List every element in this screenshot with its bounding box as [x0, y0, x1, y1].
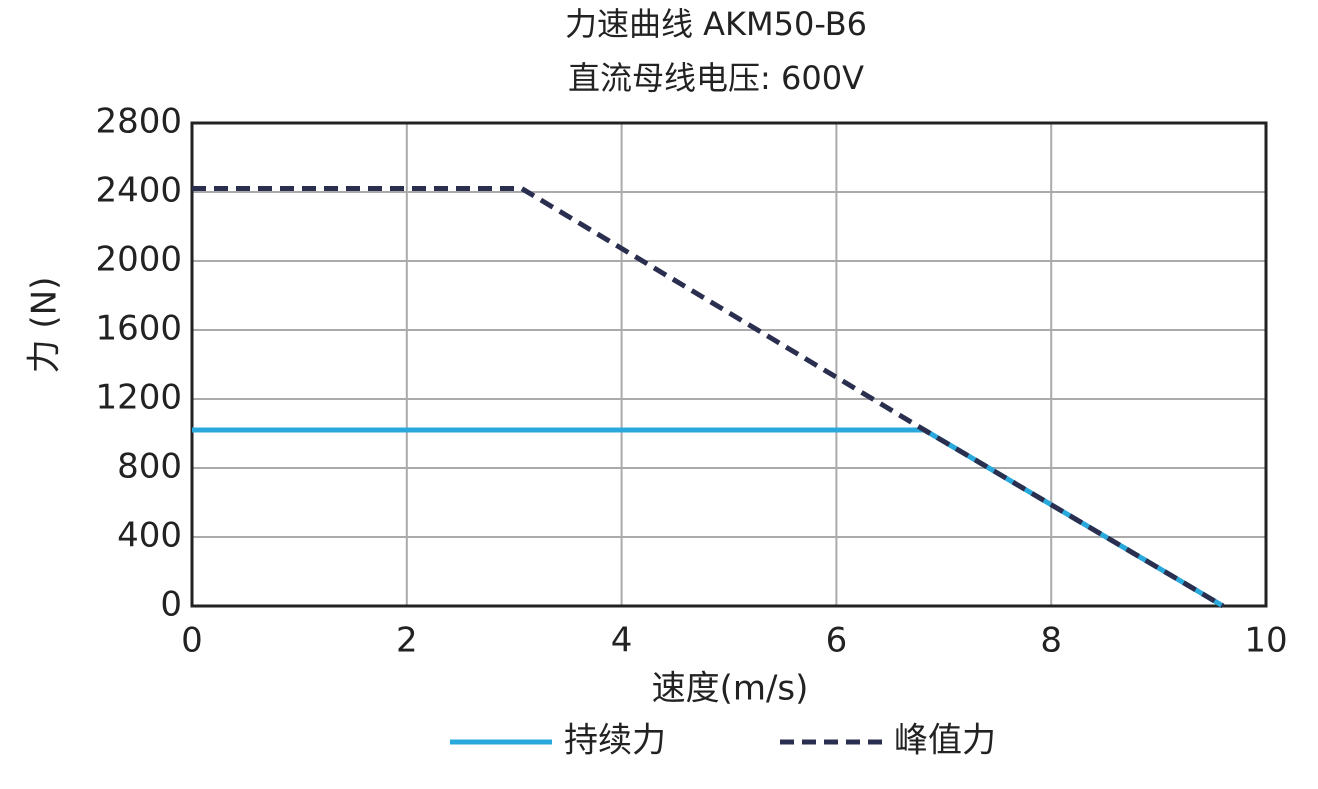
- y-tick-label: 400: [117, 516, 182, 556]
- chart-subtitle: 直流母线电压: 600V: [568, 59, 864, 97]
- y-axis-label: 力 (N): [25, 277, 65, 374]
- chart-title: 力速曲线 AKM50-B6: [565, 5, 867, 43]
- x-tick-label: 10: [1244, 621, 1287, 661]
- y-tick-label: 0: [160, 585, 182, 625]
- plot-frame: [190, 121, 1268, 608]
- data-line: [192, 186, 1225, 609]
- x-tick-label: 2: [396, 621, 418, 661]
- legend-label: 持续力: [564, 721, 666, 761]
- x-tick-label: 0: [181, 621, 203, 661]
- y-tick-label: 1600: [95, 309, 182, 349]
- y-tick-label: 800: [117, 447, 182, 487]
- y-tick-label: 2800: [95, 102, 182, 142]
- x-tick-label: 6: [826, 621, 848, 661]
- y-tick-label: 2000: [95, 240, 182, 280]
- x-axis-label: 速度(m/s): [652, 669, 809, 709]
- legend-label: 峰值力: [894, 721, 996, 761]
- y-tick-label: 2400: [95, 171, 182, 211]
- x-tick-label: 4: [611, 621, 633, 661]
- y-tick-label: 1200: [95, 378, 182, 418]
- data-line: [192, 427, 1225, 609]
- x-tick-label: 8: [1040, 621, 1062, 661]
